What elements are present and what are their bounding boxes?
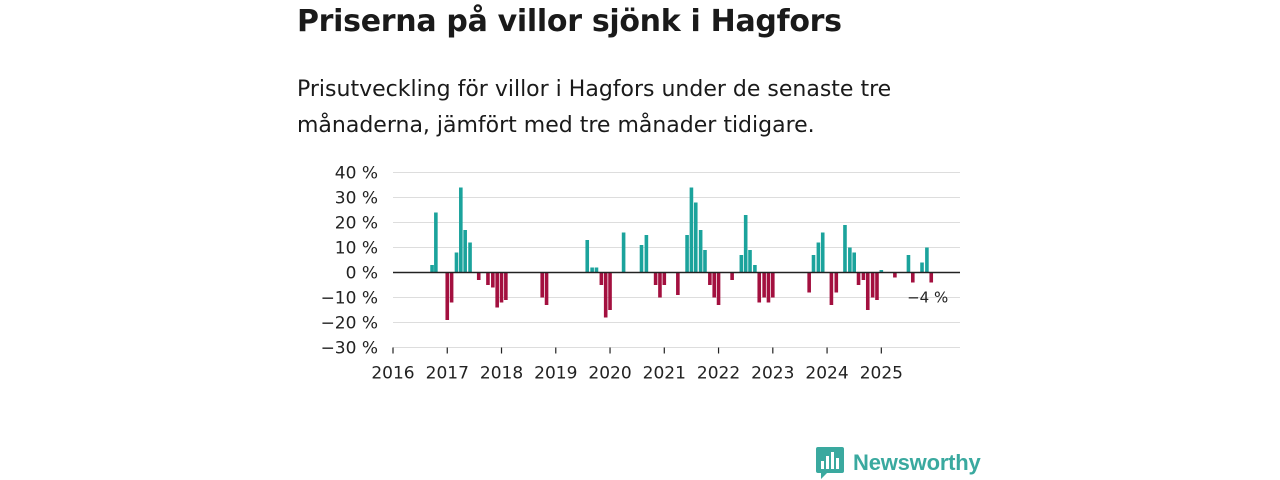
x-tick-label: 2016 <box>371 364 414 384</box>
chart-title: Priserna på villor sjönk i Hagfors <box>297 4 842 39</box>
bar <box>920 262 924 273</box>
x-tick-label: 2017 <box>426 364 469 384</box>
bar <box>925 247 929 273</box>
bar <box>739 255 744 273</box>
y-tick-label: 30 % <box>335 189 378 209</box>
bar <box>708 272 712 285</box>
bar <box>743 215 748 273</box>
bar <box>676 272 680 295</box>
bar <box>599 272 604 285</box>
y-tick-label: −20 % <box>321 314 378 334</box>
bar <box>463 230 467 273</box>
bar <box>685 235 689 273</box>
bar <box>621 232 626 273</box>
last-value-label: −4 % <box>907 289 948 307</box>
bar <box>906 255 911 273</box>
bar <box>834 272 839 293</box>
bar <box>476 272 481 280</box>
bar <box>910 272 915 283</box>
bar <box>716 272 721 305</box>
bar <box>434 212 438 273</box>
bar <box>639 245 644 273</box>
bar <box>445 272 450 320</box>
bar <box>693 202 698 273</box>
brand-name: Newsworthy <box>853 450 981 475</box>
bar <box>929 272 934 283</box>
bar <box>870 272 875 298</box>
x-tick-label: 2019 <box>534 364 577 384</box>
bar <box>544 272 549 305</box>
bar <box>820 232 825 273</box>
bar-chart: 40 % 30 % 20 % 10 % 0 % −10 % −20 % −30 % 2016 20… <box>321 164 960 384</box>
bar <box>499 272 504 303</box>
y-tick-label: −30 % <box>321 339 378 359</box>
axes <box>392 271 960 354</box>
x-tick-label: 2022 <box>697 364 740 384</box>
bar <box>449 272 454 303</box>
bar <box>753 265 757 273</box>
bar <box>730 272 734 280</box>
x-tick-label: 2025 <box>860 364 903 384</box>
bar <box>807 272 811 293</box>
bar <box>486 272 490 285</box>
bar <box>811 255 816 273</box>
bar <box>879 270 884 273</box>
y-tick-label: −10 % <box>321 289 378 309</box>
bar <box>644 235 649 273</box>
x-tick-label: 2018 <box>480 364 523 384</box>
bars <box>430 187 934 320</box>
y-tick-label: 10 % <box>335 239 378 259</box>
bar <box>829 272 834 305</box>
bar <box>861 272 866 280</box>
x-tick-label: 2023 <box>751 364 794 384</box>
bar <box>491 272 495 288</box>
bar <box>712 272 717 298</box>
bar <box>703 250 707 273</box>
bar <box>585 240 590 273</box>
x-tick-label: 2021 <box>643 364 686 384</box>
bar <box>865 272 870 310</box>
newsworthy-logo: Newsworthy <box>815 446 981 480</box>
bar <box>875 272 879 300</box>
bar <box>430 265 434 273</box>
bar <box>459 187 463 273</box>
bar <box>748 250 752 273</box>
axis-labels: 40 % 30 % 20 % 10 % 0 % −10 % −20 % −30 % 2016 20… <box>321 164 949 384</box>
bar <box>504 272 508 300</box>
bar <box>454 252 459 273</box>
bar <box>816 242 821 273</box>
y-tick-label: 20 % <box>335 214 378 234</box>
bar <box>893 272 897 278</box>
y-tick-label: 40 % <box>335 164 378 184</box>
grid-lines <box>393 172 960 348</box>
x-tick-label: 2020 <box>588 364 631 384</box>
y-tick-label: 0 % <box>346 264 378 284</box>
bar <box>757 272 762 303</box>
bar <box>766 272 771 303</box>
bar <box>771 272 775 298</box>
bar <box>594 267 599 273</box>
bar <box>468 242 472 273</box>
bar <box>698 230 703 273</box>
chart-subtitle: Prisutveckling för villor i Hagfors unde… <box>297 77 892 138</box>
newsworthy-logo-icon <box>816 447 844 479</box>
bar <box>603 272 608 318</box>
bar <box>848 247 852 273</box>
bar <box>856 272 861 285</box>
bar <box>495 272 499 308</box>
x-tick-label: 2024 <box>805 364 848 384</box>
bar <box>608 272 612 310</box>
bar <box>762 272 766 298</box>
bar <box>852 252 856 273</box>
bar <box>843 225 847 273</box>
bar <box>590 267 594 273</box>
bar <box>662 272 667 285</box>
bar <box>653 272 658 285</box>
bar <box>658 272 662 298</box>
bar <box>689 187 694 273</box>
bar <box>540 272 545 298</box>
